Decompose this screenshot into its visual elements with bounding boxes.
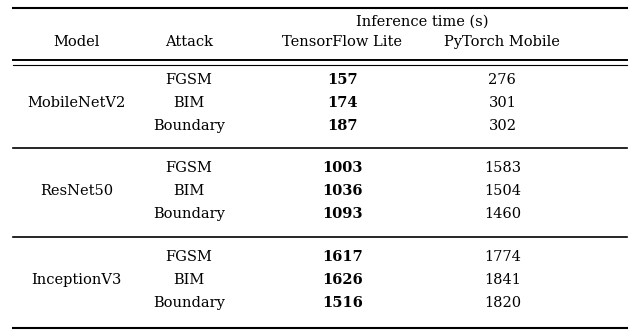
Text: InceptionV3: InceptionV3 — [31, 273, 122, 287]
Text: 1516: 1516 — [322, 296, 363, 310]
Text: 1617: 1617 — [322, 250, 363, 264]
Text: Boundary: Boundary — [153, 207, 225, 221]
Text: 1460: 1460 — [484, 207, 521, 221]
Text: BIM: BIM — [173, 96, 204, 110]
Text: 157: 157 — [327, 73, 358, 87]
Text: 276: 276 — [488, 73, 516, 87]
Text: ResNet50: ResNet50 — [40, 184, 113, 198]
Text: 1626: 1626 — [322, 273, 363, 287]
Text: PyTorch Mobile: PyTorch Mobile — [444, 35, 561, 49]
Text: Boundary: Boundary — [153, 296, 225, 310]
Text: 174: 174 — [327, 96, 358, 110]
Text: 1774: 1774 — [484, 250, 521, 264]
Text: 1093: 1093 — [322, 207, 363, 221]
Text: TensorFlow Lite: TensorFlow Lite — [282, 35, 403, 49]
Text: 1820: 1820 — [484, 296, 521, 310]
Text: 1504: 1504 — [484, 184, 521, 198]
Text: BIM: BIM — [173, 273, 204, 287]
Text: MobileNetV2: MobileNetV2 — [28, 96, 126, 110]
Text: 302: 302 — [488, 119, 516, 133]
Text: FGSM: FGSM — [165, 161, 212, 175]
Text: BIM: BIM — [173, 184, 204, 198]
Text: 1003: 1003 — [322, 161, 363, 175]
Text: 1036: 1036 — [322, 184, 363, 198]
Text: Model: Model — [54, 35, 100, 49]
Text: 1841: 1841 — [484, 273, 521, 287]
Text: Boundary: Boundary — [153, 119, 225, 133]
Text: 301: 301 — [488, 96, 516, 110]
Text: FGSM: FGSM — [165, 250, 212, 264]
Text: FGSM: FGSM — [165, 73, 212, 87]
Text: Inference time (s): Inference time (s) — [356, 15, 489, 29]
Text: Attack: Attack — [165, 35, 212, 49]
Text: 1583: 1583 — [484, 161, 521, 175]
Text: 187: 187 — [327, 119, 358, 133]
